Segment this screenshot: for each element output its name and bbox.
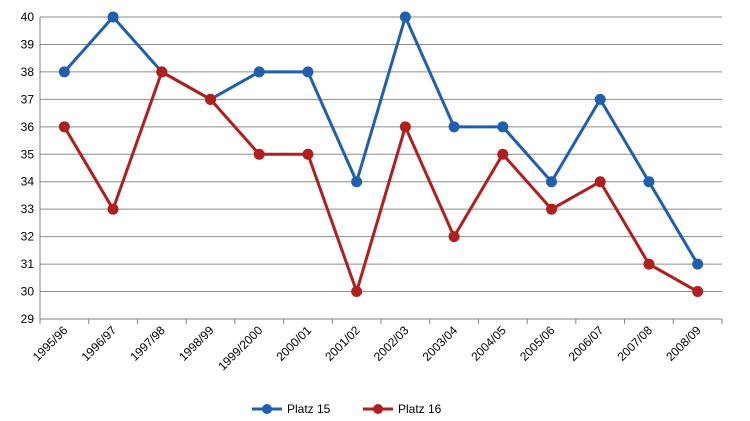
y-tick-label: 31 (21, 257, 35, 271)
data-point-2 (594, 176, 606, 188)
data-point-2 (643, 258, 655, 270)
data-point-1 (546, 176, 557, 188)
y-tick-label: 39 (21, 37, 35, 51)
legend-marker-2 (373, 404, 383, 414)
y-tick-label: 34 (21, 175, 35, 189)
data-point-2 (107, 203, 119, 215)
x-tick-label: 2004/05 (468, 323, 509, 364)
data-point-2 (399, 121, 411, 133)
series-line-1 (63, 15, 699, 265)
x-tick-label: 1997/98 (127, 323, 168, 364)
x-tick-label: 1996/97 (79, 323, 120, 364)
data-point-1 (448, 121, 460, 133)
x-tick-label: 2001/02 (322, 323, 363, 364)
data-point-1 (692, 258, 704, 270)
legend-label-2: Platz 16 (398, 402, 442, 416)
data-point-1 (58, 66, 70, 78)
series-group (58, 11, 704, 298)
data-point-2 (692, 286, 704, 298)
legend-label-1: Platz 15 (287, 402, 331, 416)
x-tick-label: 2005/06 (517, 323, 558, 364)
series-line-2 (63, 70, 699, 294)
data-point-2 (302, 148, 314, 160)
y-tick-label: 37 (21, 92, 35, 106)
data-point-1 (302, 66, 314, 78)
data-point-2 (205, 93, 216, 105)
legend-marker-1 (262, 404, 272, 414)
y-tick-label: 30 (21, 285, 35, 299)
data-point-2 (448, 231, 460, 243)
data-point-2 (156, 66, 168, 78)
x-tick-label: 2003/04 (420, 323, 461, 364)
data-point-1 (253, 66, 265, 78)
y-tick-label: 38 (21, 65, 35, 79)
data-point-2 (58, 121, 70, 133)
x-tick-label: 2006/07 (566, 323, 607, 364)
data-point-2 (253, 148, 265, 160)
x-tick-label: 1998/99 (176, 323, 217, 364)
legend: Platz 15 Platz 16 (252, 402, 442, 416)
y-tick-label: 33 (21, 202, 35, 216)
x-tick-label: 2008/09 (663, 323, 704, 364)
data-point-2 (351, 286, 363, 298)
data-point-2 (497, 148, 509, 160)
data-point-1 (351, 176, 363, 188)
y-tick-label: 29 (21, 312, 35, 326)
y-tick-label: 40 (21, 10, 35, 24)
data-point-1 (107, 11, 119, 23)
gridlines (40, 16, 722, 320)
data-point-1 (643, 176, 655, 188)
y-axis: 29 30 31 32 33 34 35 36 37 38 39 40 (21, 10, 41, 326)
y-tick-label: 32 (21, 230, 35, 244)
y-tick-label: 36 (21, 120, 35, 134)
data-point-1 (399, 11, 411, 23)
x-tick-label: 2000/01 (273, 323, 314, 364)
x-tick-label: 1995/96 (30, 323, 71, 364)
y-tick-label: 35 (21, 147, 35, 161)
x-tick-label: 2002/03 (371, 323, 412, 364)
x-tick-label: 2007/08 (614, 323, 655, 364)
x-tick-label: 1999/2000 (215, 323, 265, 373)
data-point-1 (497, 121, 509, 133)
data-point-1 (594, 93, 606, 105)
data-point-2 (546, 203, 557, 215)
